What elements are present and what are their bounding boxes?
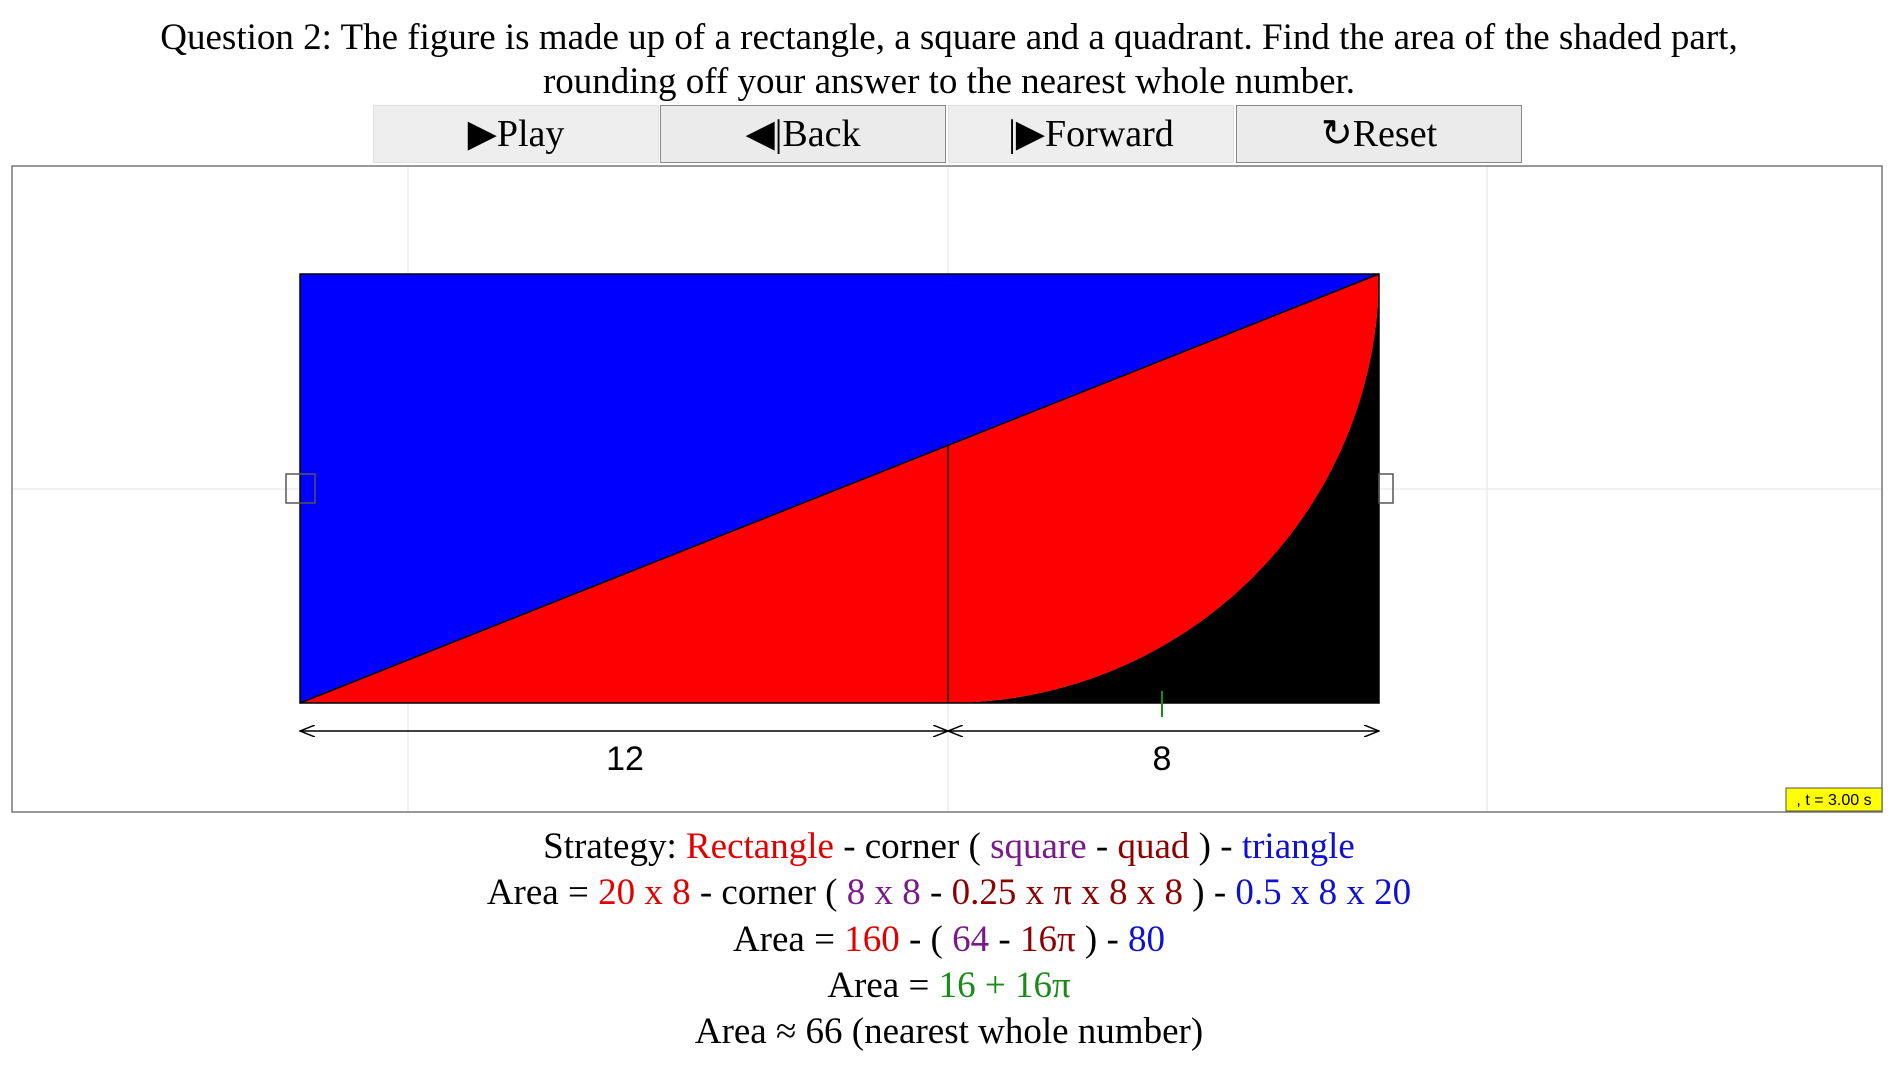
strategy-line: Area = 16 + 16π bbox=[0, 963, 1898, 1009]
strategy-segment: quad bbox=[1117, 826, 1190, 867]
strategy-segment: - corner ( bbox=[833, 826, 991, 867]
strategy-segment: 20 x 8 bbox=[598, 872, 691, 913]
strategy-segment: - bbox=[920, 872, 952, 913]
strategy-segment: Strategy: bbox=[543, 826, 686, 867]
forward-button[interactable]: |▶Forward bbox=[948, 105, 1234, 163]
back-button[interactable]: ◀|Back bbox=[660, 105, 946, 163]
strategy-segment: ) - bbox=[1189, 826, 1242, 867]
strategy-segment: - bbox=[1086, 826, 1118, 867]
strategy-segment: Rectangle bbox=[686, 826, 834, 867]
strategy-segment: 16 + 16π bbox=[938, 965, 1071, 1006]
black-region bbox=[948, 274, 1379, 703]
strategy-segment: Area = bbox=[732, 919, 845, 960]
strategy-segment: 0.25 x π x 8 x 8 bbox=[951, 872, 1183, 913]
strategy-segment: 160 bbox=[844, 919, 900, 960]
strategy-line: Area = 160 - ( 64 - 16π ) - 80 bbox=[0, 917, 1898, 963]
time-box bbox=[1785, 787, 1883, 812]
strategy-segment: Area = bbox=[486, 872, 599, 913]
strategy-segment: triangle bbox=[1241, 826, 1355, 867]
dimension-label: 12 bbox=[606, 740, 644, 778]
question-line: Question 2: The figure is made up of a r… bbox=[160, 17, 1738, 58]
strategy-segment: 80 bbox=[1128, 919, 1166, 960]
strategy-segment: ) - bbox=[1183, 872, 1236, 913]
strategy-line: Area ≈ 66 (nearest whole number) bbox=[0, 1009, 1898, 1055]
dimension-label: 8 bbox=[1153, 740, 1172, 778]
reset-button[interactable]: ↻Reset bbox=[1236, 105, 1522, 163]
strategy-segment: Area ≈ 66 (nearest whole number) bbox=[694, 1011, 1204, 1052]
strategy-line: Strategy: Rectangle - corner ( square - … bbox=[0, 824, 1898, 870]
diagonal bbox=[299, 273, 1380, 704]
strategy-segment: - ( bbox=[899, 919, 953, 960]
strategy-segment: 0.5 x 8 x 20 bbox=[1235, 872, 1412, 913]
question-line: rounding off your answer to the nearest … bbox=[542, 61, 1356, 102]
handle[interactable] bbox=[1378, 473, 1394, 504]
strategy-segment: 64 bbox=[952, 919, 990, 960]
play-button[interactable]: ▶Play bbox=[373, 105, 659, 163]
strategy-segment: square bbox=[990, 826, 1087, 867]
strategy-segment: - corner ( bbox=[690, 872, 847, 913]
handle[interactable] bbox=[285, 473, 316, 504]
strategy-segment: 8 x 8 bbox=[846, 872, 921, 913]
time-label: , t = 3.00 s bbox=[1796, 792, 1871, 809]
strategy-segment: Area = bbox=[827, 965, 939, 1006]
strategy-segment: ) - bbox=[1075, 919, 1129, 960]
strategy-line: Area = 20 x 8 - corner ( 8 x 8 - 0.25 x … bbox=[0, 870, 1898, 916]
strategy-segment: 16π bbox=[1019, 919, 1076, 960]
strategy-segment: - bbox=[989, 919, 1020, 960]
